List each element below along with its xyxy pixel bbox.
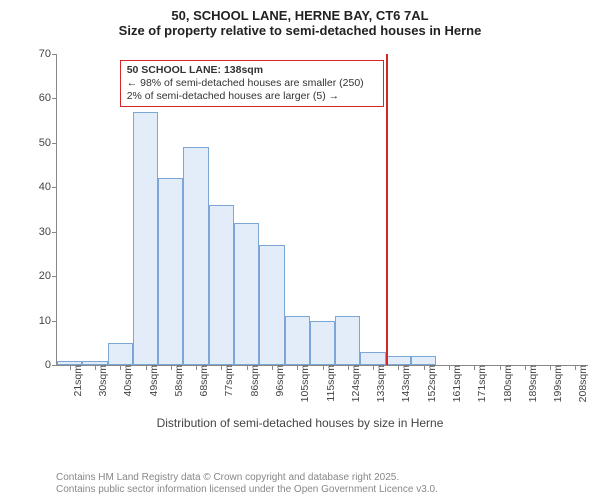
x-tick-mark [146,365,147,370]
histogram-bar [335,316,360,365]
chart-title-line1: 50, SCHOOL LANE, HERNE BAY, CT6 7AL [0,8,600,23]
y-tick-mark [52,187,57,188]
x-tick-label: 199sqm [548,365,564,402]
x-tick-label: 115sqm [321,365,337,402]
y-tick-mark [52,321,57,322]
x-tick-mark [323,365,324,370]
histogram-bar [360,352,385,365]
callout-line3: 2% of semi-detached houses are larger (5… [127,90,377,103]
x-tick-mark [348,365,349,370]
chart-title-block: 50, SCHOOL LANE, HERNE BAY, CT6 7AL Size… [0,0,600,38]
x-tick-mark [474,365,475,370]
x-axis-label: Distribution of semi-detached houses by … [0,416,600,430]
y-tick-mark [52,276,57,277]
plot-region: 010203040506070 21sqm30sqm40sqm49sqm58sq… [56,54,588,366]
callout-box: 50 SCHOOL LANE: 138sqm ← 98% of semi-det… [120,60,384,107]
x-tick-mark [120,365,121,370]
footer-line2: Contains public sector information licen… [56,484,438,496]
x-tick-mark [424,365,425,370]
histogram-bar [133,112,158,365]
histogram-bar [183,147,208,365]
x-tick-mark [398,365,399,370]
x-tick-mark [297,365,298,370]
x-tick-label: 208sqm [573,365,589,402]
x-tick-mark [449,365,450,370]
y-tick-mark [52,98,57,99]
x-tick-mark [95,365,96,370]
histogram-bar [158,178,183,365]
x-tick-label: 133sqm [371,365,387,402]
x-tick-label: 124sqm [346,365,362,402]
footer-line1: Contains HM Land Registry data © Crown c… [56,472,438,484]
y-tick-mark [52,143,57,144]
histogram-bar [108,343,133,365]
chart-title-line2: Size of property relative to semi-detach… [0,23,600,38]
x-tick-mark [70,365,71,370]
x-tick-mark [525,365,526,370]
callout-line2: ← 98% of semi-detached houses are smalle… [127,77,377,90]
y-tick-mark [52,232,57,233]
histogram-bar [209,205,234,365]
histogram-bar [259,245,284,365]
histogram-bar [386,356,411,365]
histogram-bar [234,223,259,365]
chart-area: Number of semi-detached properties 01020… [0,46,600,436]
x-tick-label: 152sqm [422,365,438,402]
x-tick-mark [272,365,273,370]
x-tick-label: 161sqm [447,365,463,402]
histogram-bar [285,316,310,365]
histogram-bar [310,321,335,365]
y-tick-mark [52,54,57,55]
x-tick-mark [550,365,551,370]
x-tick-mark [196,365,197,370]
x-tick-label: 180sqm [498,365,514,402]
attribution-footer: Contains HM Land Registry data © Crown c… [56,472,438,496]
x-tick-mark [171,365,172,370]
x-tick-label: 105sqm [295,365,311,402]
x-tick-mark [575,365,576,370]
x-tick-label: 143sqm [396,365,412,402]
callout-line1: 50 SCHOOL LANE: 138sqm [127,64,377,77]
marker-line [386,54,388,365]
x-tick-label: 189sqm [523,365,539,402]
x-tick-mark [373,365,374,370]
x-tick-label: 171sqm [472,365,488,402]
histogram-bar [411,356,436,365]
x-tick-mark [247,365,248,370]
x-tick-mark [500,365,501,370]
x-tick-mark [221,365,222,370]
y-tick-mark [52,365,57,366]
